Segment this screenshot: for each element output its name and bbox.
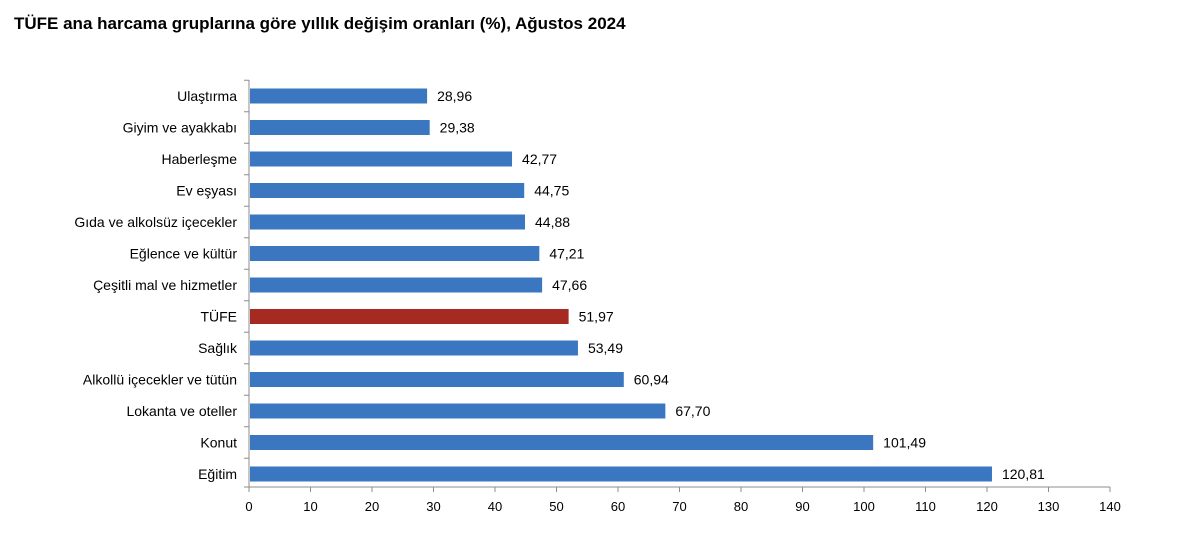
- chart-title: TÜFE ana harcama gruplarına göre yıllık …: [14, 14, 626, 33]
- bar: [250, 466, 992, 482]
- bar: [250, 214, 526, 230]
- x-tick-label: 80: [734, 499, 748, 514]
- bar: [250, 435, 874, 450]
- value-label: 120,81: [1002, 466, 1045, 482]
- value-label: 29,38: [440, 120, 475, 136]
- bars-layer: Ulaştırma 28,96 Giyim ve ayakkabı 29,38 Habe…: [74, 88, 1045, 482]
- value-label: 44,88: [535, 214, 570, 230]
- value-label: 28,96: [437, 88, 472, 104]
- value-label: 101,49: [883, 435, 926, 451]
- bar: [250, 183, 525, 198]
- bar: [250, 88, 428, 104]
- x-axis: 0 10 20 30 40 50 60 70 80 90 100 110 120 130 140: [244, 79, 1121, 514]
- category-label: Ev eşyası: [176, 183, 237, 199]
- x-tick-label: 50: [549, 499, 563, 514]
- x-tick-label: 0: [245, 499, 252, 514]
- category-label: Alkollü içecekler ve tütün: [83, 372, 237, 388]
- value-label: 44,75: [534, 183, 569, 199]
- category-label: Ulaştırma: [177, 88, 237, 104]
- category-label: Sağlık: [198, 340, 238, 356]
- value-label: 67,70: [675, 403, 710, 419]
- bar: [250, 340, 578, 356]
- bar: [250, 277, 543, 293]
- category-label: Eğitim: [198, 466, 237, 482]
- x-tick-label: 100: [853, 499, 875, 514]
- value-label: 60,94: [634, 372, 669, 388]
- category-label: Çeşitli mal ve hizmetler: [93, 277, 237, 293]
- x-tick-label: 30: [426, 499, 440, 514]
- category-label: Giyim ve ayakkabı: [123, 120, 237, 136]
- bar: [250, 403, 666, 419]
- bar: [250, 120, 430, 135]
- bar: [250, 372, 624, 387]
- bar-highlight: [250, 309, 569, 324]
- x-tick-label: 60: [611, 499, 625, 514]
- x-tick-label: 140: [1099, 499, 1121, 514]
- value-label: 53,49: [588, 340, 623, 356]
- category-label: Konut: [200, 435, 237, 451]
- x-tick-label: 20: [365, 499, 379, 514]
- category-label: Eğlence ve kültür: [130, 246, 238, 262]
- value-label: 51,97: [579, 309, 614, 325]
- x-tick-label: 10: [303, 499, 317, 514]
- value-label: 47,66: [552, 277, 587, 293]
- category-label: Lokanta ve oteller: [126, 403, 237, 419]
- category-label: Haberleşme: [162, 151, 238, 167]
- x-tick-label: 130: [1038, 499, 1060, 514]
- category-label: TÜFE: [200, 308, 237, 325]
- bar: [250, 151, 513, 167]
- value-label: 47,21: [549, 246, 584, 262]
- x-tick-label: 90: [795, 499, 809, 514]
- value-label: 42,77: [522, 151, 557, 167]
- x-tick-label: 70: [672, 499, 686, 514]
- bar: [250, 246, 540, 261]
- category-label: Gıda ve alkolsüz içecekler: [74, 214, 237, 230]
- x-tick-label: 40: [488, 499, 502, 514]
- x-tick-label: 110: [915, 499, 936, 514]
- x-tick-label: 120: [976, 499, 998, 514]
